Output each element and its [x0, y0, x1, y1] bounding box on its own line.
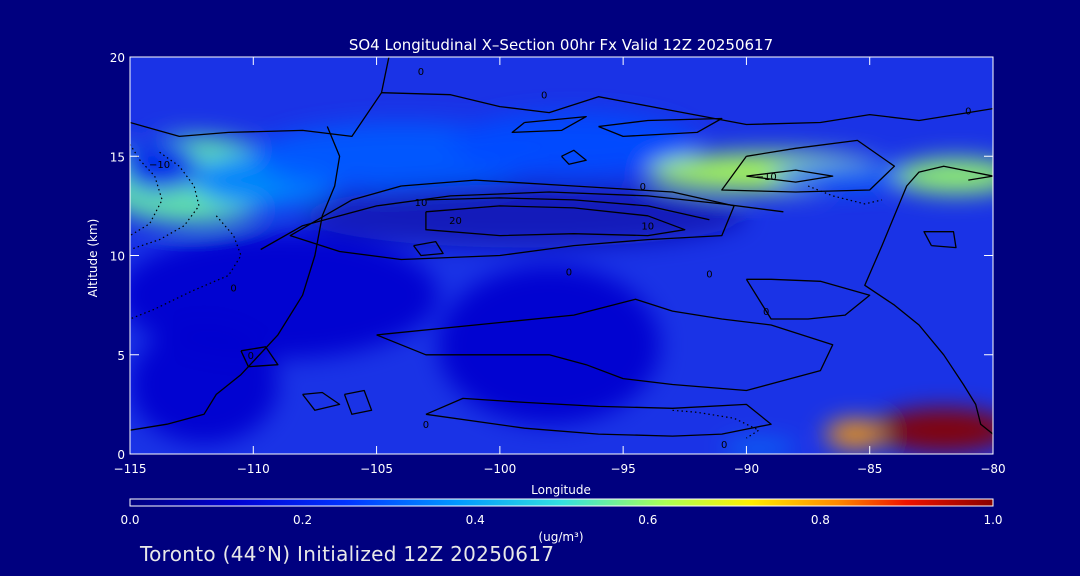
- contour-line: [130, 126, 341, 431]
- contour-label: 0: [721, 440, 727, 451]
- contour-line: [807, 185, 883, 205]
- footer-caption: Toronto (44°N) Initialized 12Z 20250617: [140, 542, 555, 566]
- colorbar-tick-label: 0.6: [638, 513, 657, 527]
- contour-label: 0: [640, 182, 646, 193]
- contour-label: 20: [449, 216, 462, 227]
- field-blob: [302, 184, 747, 248]
- contour-label: −10: [149, 160, 170, 171]
- x-tick-label: −95: [610, 462, 635, 476]
- contour-label: 0: [248, 351, 254, 362]
- field-layer: [130, 112, 993, 454]
- field-blob: [438, 265, 661, 425]
- contour-label: 10: [641, 222, 654, 233]
- x-axis: −115 −110 −105 −100 −95 −90 −85 −80: [114, 57, 1006, 476]
- colorbar: 0.0 0.2 0.4 0.6 0.8 1.0 (ug/m³): [120, 498, 1003, 544]
- chart-title: SO4 Longitudinal X–Section 00hr Fx Valid…: [349, 36, 773, 54]
- x-axis-label: Longitude: [531, 483, 591, 497]
- x-tick-label: −85: [857, 462, 882, 476]
- field-blob: [450, 112, 698, 177]
- field-blob: [130, 324, 278, 445]
- contour-line: [721, 139, 896, 193]
- x-tick-label: −110: [237, 462, 270, 476]
- contour-line: [343, 389, 373, 415]
- contour-line: [240, 346, 279, 368]
- contour-label: 0: [230, 283, 236, 294]
- colorbar-tick-label: 0.4: [466, 513, 485, 527]
- contour-line: [376, 298, 834, 392]
- field-blob: [894, 158, 993, 194]
- field-blob: [771, 162, 920, 190]
- contour-line: [425, 397, 772, 437]
- contour-line: [745, 278, 871, 320]
- contour-line: [864, 165, 993, 435]
- contour-line: [425, 197, 710, 221]
- contour-line: [381, 92, 993, 126]
- y-axis: 0 5 10 15 20: [110, 51, 993, 462]
- contour-line: [289, 179, 735, 261]
- x-tick-label: −80: [980, 462, 1005, 476]
- contour-label: 0: [763, 307, 769, 318]
- x-tick-label: −105: [360, 462, 393, 476]
- contour-label: 0: [541, 91, 547, 102]
- contour-layer: [130, 57, 993, 439]
- y-tick-label: 10: [110, 250, 125, 264]
- field-blob: [825, 420, 885, 449]
- field-blob: [874, 408, 993, 453]
- contour-label: 0: [423, 420, 429, 431]
- colorbar-tick-label: 0.2: [293, 513, 312, 527]
- contour-line: [511, 115, 587, 134]
- contour-label: 0: [566, 267, 572, 278]
- colorbar-units-label: (ug/m³): [538, 530, 583, 544]
- y-tick-label: 5: [117, 349, 125, 363]
- contour-line: [598, 117, 723, 138]
- plot-area: −10 0 0 0 10 20 0 10 −10 0 0 0 0 0 0 0: [130, 57, 993, 454]
- contour-line: [923, 231, 957, 249]
- contour-line: [561, 149, 587, 165]
- contour-line: [260, 191, 784, 251]
- colorbar-ticks: 0.0 0.2 0.4 0.6 0.8 1.0: [120, 513, 1002, 527]
- contour-label-layer: −10 0 0 0 10 20 0 10 −10 0 0 0 0 0 0 0: [149, 67, 971, 451]
- colorbar-tick-label: 1.0: [983, 513, 1002, 527]
- x-tick-label: −100: [483, 462, 516, 476]
- contour-line: [413, 240, 444, 257]
- y-axis-label: Altitude (km): [86, 219, 100, 298]
- contour-label: 0: [418, 67, 424, 78]
- x-tick-label: −115: [114, 462, 147, 476]
- contour-line: [302, 391, 341, 411]
- contour-line: [746, 169, 834, 183]
- colorbar-tick-label: 0.0: [120, 513, 139, 527]
- contour-label: 0: [706, 269, 712, 280]
- contour-line: [425, 205, 686, 237]
- contour-label: 10: [415, 198, 428, 209]
- contour-label: 0: [965, 107, 971, 118]
- colorbar-tick-label: 0.8: [811, 513, 830, 527]
- x-tick-label: −90: [734, 462, 759, 476]
- field-blob: [130, 140, 200, 192]
- contour-label: −10: [756, 172, 777, 183]
- y-tick-label: 15: [110, 150, 125, 164]
- colorbar-gradient: [129, 498, 994, 507]
- y-tick-label: 20: [110, 51, 125, 65]
- field-blob: [721, 442, 796, 454]
- contour-line: [130, 151, 200, 251]
- y-tick-label: 0: [117, 448, 125, 462]
